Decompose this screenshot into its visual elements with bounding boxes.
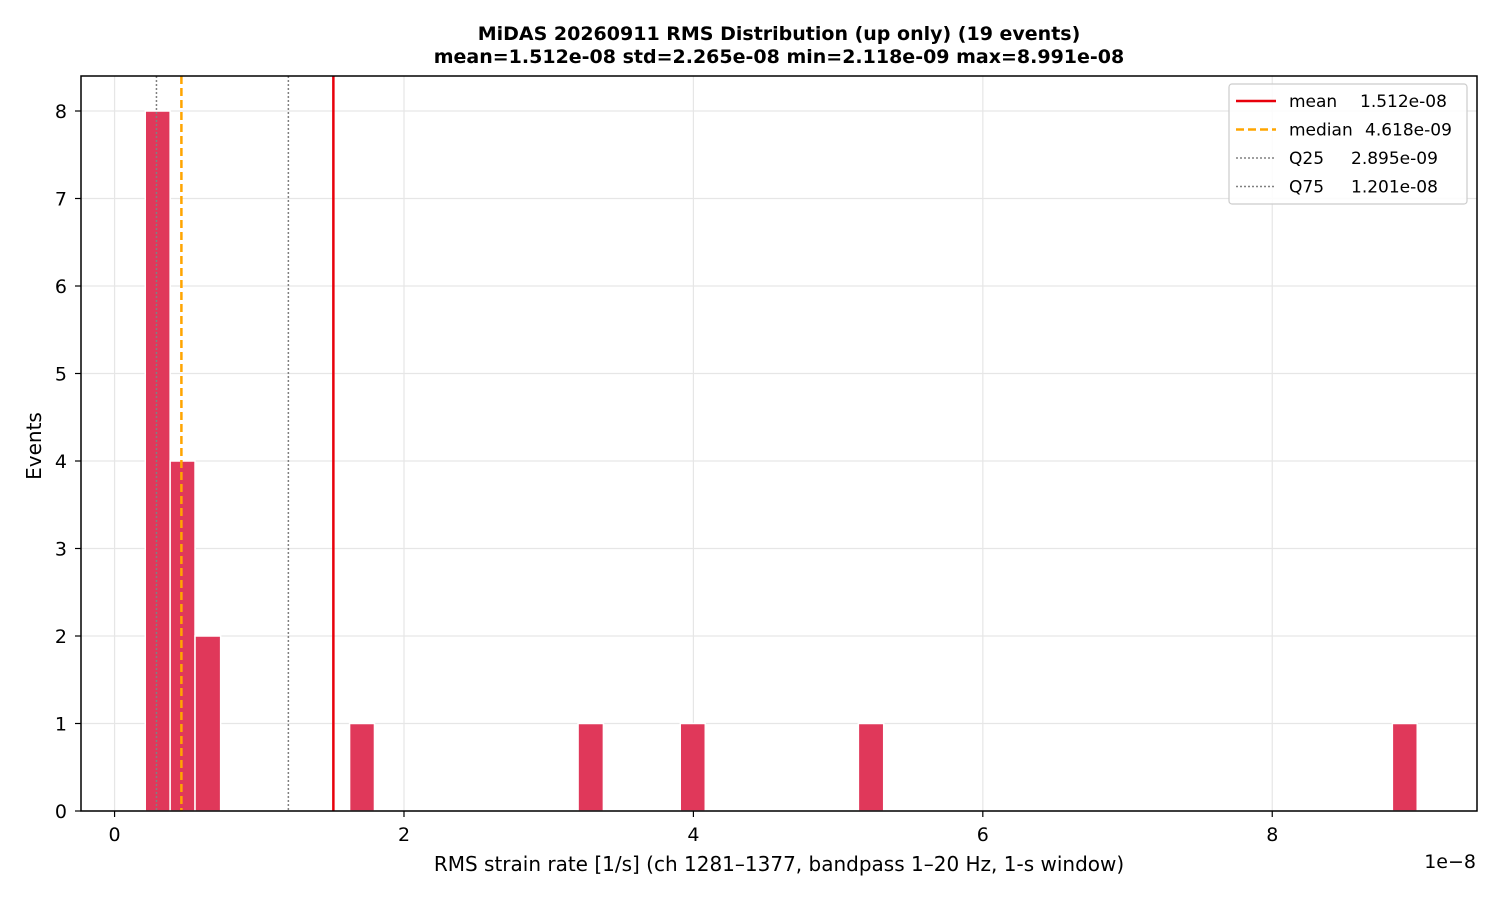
- histogram-bar: [577, 722, 605, 812]
- x-tick-label: 2: [398, 824, 410, 846]
- y-tick-label: 5: [55, 364, 67, 386]
- y-tick-label: 4: [55, 451, 67, 473]
- x-axis-ticks: 0 2 4 6 8: [109, 811, 1278, 846]
- legend-value-mean: 1.512e-08: [1360, 92, 1447, 112]
- legend-label-median: median: [1289, 121, 1353, 141]
- legend-value-q25: 2.895e-09: [1351, 149, 1438, 169]
- chart-title: MiDAS 20260911 RMS Distribution (up only…: [478, 23, 1081, 45]
- histogram-bar: [194, 635, 222, 812]
- legend-box: [1228, 83, 1468, 205]
- chart-subtitle: mean=1.512e-08 std=2.265e-08 min=2.118e-…: [434, 46, 1125, 68]
- y-tick-label: 8: [55, 101, 67, 123]
- x-tick-label: 4: [687, 824, 699, 846]
- legend-value-q75: 1.201e-08: [1351, 178, 1438, 198]
- x-tick-label: 0: [109, 824, 121, 846]
- legend-label-mean: mean: [1289, 92, 1337, 112]
- y-axis-label: Events: [22, 412, 46, 480]
- plot-frame: [80, 75, 1478, 812]
- histogram-bar: [348, 722, 376, 812]
- legend-label-q25: Q25: [1289, 149, 1324, 169]
- x-axis-offset-label: 1e−8: [1424, 851, 1476, 873]
- histogram-bar: [144, 110, 171, 812]
- y-axis-ticks: 0 1 2 3 4 5 6 7 8: [55, 101, 81, 823]
- y-tick-label: 3: [55, 539, 67, 561]
- y-tick-label: 1: [55, 714, 67, 736]
- y-tick-label: 7: [55, 189, 67, 211]
- y-tick-label: 6: [55, 276, 67, 298]
- x-tick-label: 8: [1266, 824, 1278, 846]
- legend-value-median: 4.618e-09: [1365, 121, 1452, 141]
- x-axis-label: RMS strain rate [1/s] (ch 1281–1377, ban…: [434, 852, 1124, 876]
- legend-label-q75: Q75: [1289, 178, 1324, 198]
- legend: mean 1.512e-08 median 4.618e-09 Q25 2.895e-09…: [1228, 83, 1468, 205]
- y-tick-label: 2: [55, 626, 67, 648]
- reference-lines: [155, 76, 335, 811]
- histogram-bar: [1391, 722, 1418, 812]
- histogram-bar: [679, 722, 707, 812]
- histogram-bar: [857, 722, 885, 812]
- y-tick-label: 0: [55, 801, 67, 823]
- x-tick-label: 6: [977, 824, 989, 846]
